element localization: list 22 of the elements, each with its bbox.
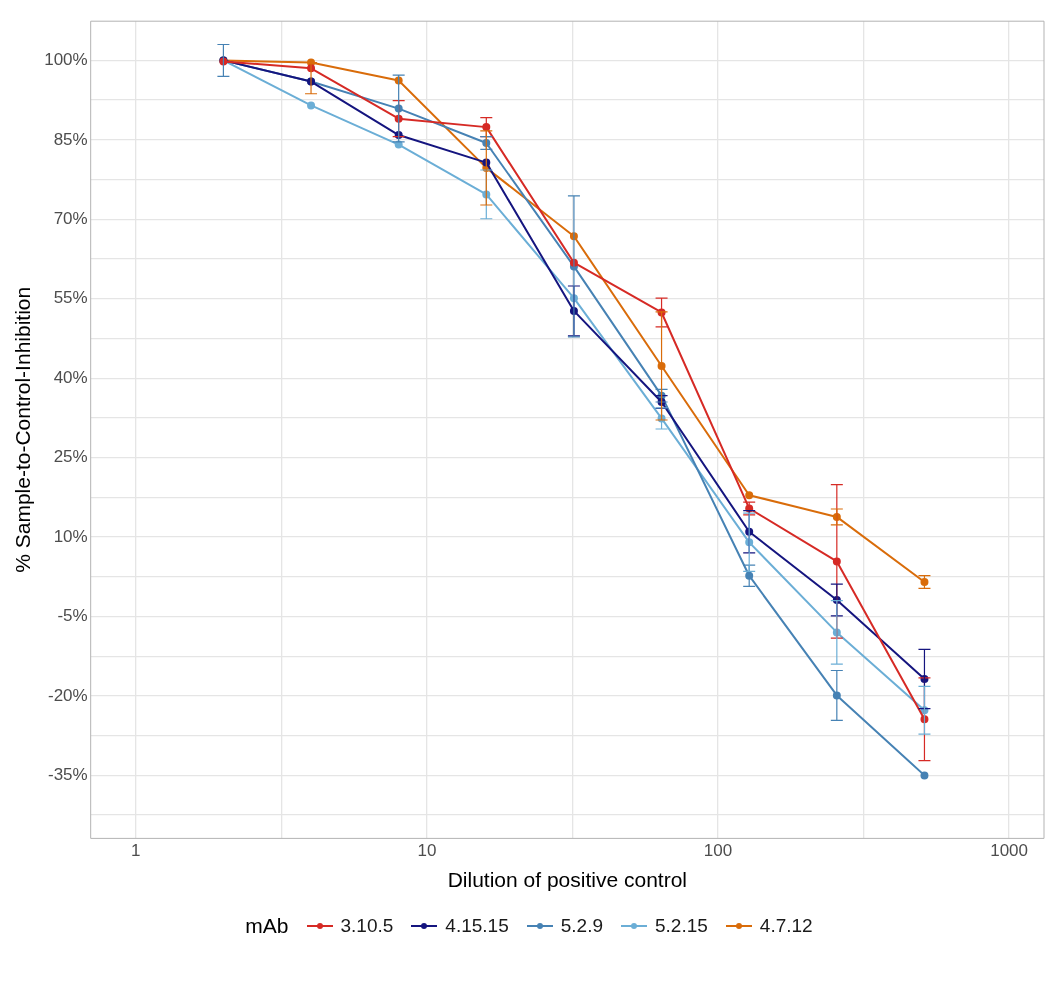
y-tick-label: 70% [53, 208, 88, 228]
x-tick-label: 1 [131, 841, 141, 861]
y-tick-label: -20% [47, 685, 88, 705]
y-tick-label: 55% [53, 288, 88, 308]
y-tick-label: 40% [53, 367, 88, 387]
legend-label: 5.2.15 [655, 915, 708, 937]
y-tick-label: 10% [53, 526, 88, 546]
x-axis-title: Dilution of positive control [447, 868, 687, 892]
y-tick-label: 25% [53, 447, 88, 467]
y-tick-label: -35% [47, 765, 88, 785]
y-tick-label: 100% [44, 50, 88, 70]
y-tick-label: -5% [57, 606, 88, 626]
y-tick-label: 85% [53, 129, 88, 149]
x-tick-label: 10 [417, 841, 437, 861]
legend-label: 4.15.15 [445, 915, 509, 937]
legend-title: mAb [245, 914, 289, 938]
legend-label: 3.10.5 [340, 915, 394, 937]
x-tick-label: 100 [703, 841, 733, 861]
legend-label: 5.2.9 [560, 915, 604, 937]
y-axis-title: % Sample-to-Control-Inhibition [11, 286, 35, 573]
x-tick-label: 1000 [990, 841, 1029, 861]
legend-label: 4.7.12 [759, 915, 813, 937]
